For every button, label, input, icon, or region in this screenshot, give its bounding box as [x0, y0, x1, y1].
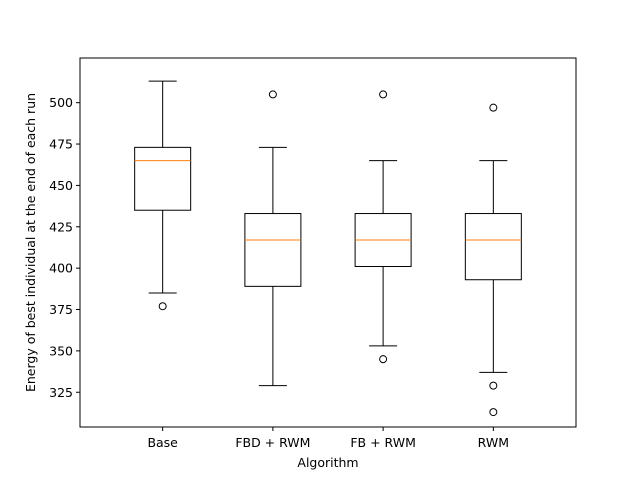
y-axis: 325 350 375 400 425 450 475 500: [49, 95, 80, 400]
y-axis-label: Energy of best individual at the end of …: [23, 93, 38, 392]
x-axis: Base FBD + RWM FB + RWM RWM: [147, 427, 509, 450]
x-axis-label: Algorithm: [297, 455, 358, 470]
outlier-point: [489, 381, 498, 390]
y-tick-label: 450: [49, 178, 73, 193]
x-tick-label: FB + RWM: [350, 435, 416, 450]
box-group: [464, 103, 522, 417]
y-tick-label: 400: [49, 261, 73, 276]
box-marks: [134, 80, 522, 417]
y-tick-label: 500: [49, 95, 73, 110]
y-tick-label: 475: [49, 137, 73, 152]
x-tick-label: Base: [147, 435, 178, 450]
outlier-point: [268, 90, 277, 99]
outlier-point: [379, 90, 388, 99]
outlier-point: [489, 408, 498, 417]
y-tick-label: 325: [49, 385, 73, 400]
outlier-point: [158, 302, 167, 311]
plot-frame: [79, 57, 577, 428]
plot-area: [80, 58, 576, 427]
x-tick-label: RWM: [478, 435, 509, 450]
box-group: [134, 80, 192, 311]
outlier-point: [379, 355, 388, 364]
box: [464, 213, 522, 281]
box: [134, 146, 192, 211]
box: [244, 213, 302, 287]
box-group: [244, 90, 302, 387]
outlier-point: [489, 103, 498, 112]
box-group: [354, 90, 412, 364]
x-tick-label: FBD + RWM: [235, 435, 310, 450]
y-tick-label: 425: [49, 219, 73, 234]
y-tick-label: 350: [49, 343, 73, 358]
y-tick-label: 375: [49, 302, 73, 317]
